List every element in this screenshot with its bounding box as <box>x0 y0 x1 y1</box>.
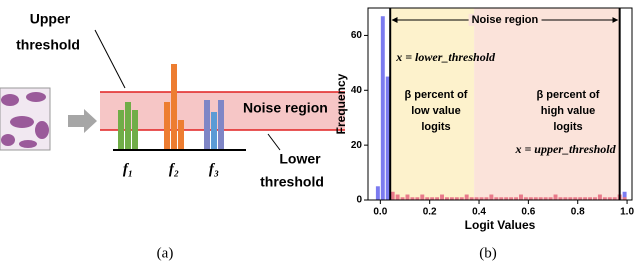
bar <box>563 197 568 200</box>
x-tick-label: 0.6 <box>521 207 535 218</box>
x-tick-label: 0.8 <box>571 207 585 218</box>
panel-a: Upper threshold Noise region Lower thres… <box>0 11 345 190</box>
bar <box>533 197 538 200</box>
y-axis-label: Frequency <box>334 73 348 134</box>
bar <box>375 186 380 200</box>
bar <box>400 197 405 200</box>
bar <box>459 197 464 200</box>
lower-label: Lower <box>279 151 321 167</box>
bar <box>425 197 430 200</box>
bar <box>489 194 494 200</box>
noise-label: Noise region <box>472 14 539 26</box>
bar <box>479 197 484 200</box>
bar <box>622 191 627 200</box>
bars <box>118 64 224 150</box>
y-tick-label: 0 <box>356 195 362 206</box>
high-annotation: β percent of <box>537 89 600 101</box>
feature-label: f₁ <box>123 161 133 177</box>
bar <box>509 197 514 200</box>
bar <box>420 194 425 200</box>
x-tick-label: 0.2 <box>423 207 437 218</box>
bar <box>523 197 528 200</box>
y-tick-label: 40 <box>351 85 363 96</box>
bar <box>573 197 578 200</box>
tissue-blobs <box>1 92 49 148</box>
x-tick-label: 1.0 <box>620 207 634 218</box>
lower-arrow <box>267 133 281 151</box>
bar <box>474 197 479 200</box>
upper-label: threshold <box>16 37 80 53</box>
bar <box>385 76 390 200</box>
high-annotation: high value <box>541 105 595 117</box>
bar <box>499 197 504 200</box>
bar <box>607 197 612 200</box>
bar <box>469 197 474 200</box>
y-tick-label: 60 <box>351 30 363 41</box>
caption: (b) <box>479 245 497 261</box>
bar <box>395 194 400 200</box>
bar <box>415 197 420 200</box>
lower-label: threshold <box>260 174 324 190</box>
x-tick-label: 0.0 <box>373 207 387 218</box>
lower-annotation: x = lower_threshold <box>395 50 496 64</box>
bar <box>405 194 410 200</box>
bar <box>430 197 435 200</box>
low-annotation: low value <box>411 105 461 117</box>
bar <box>553 194 558 200</box>
region <box>474 8 620 200</box>
bar <box>622 197 627 200</box>
arrow <box>68 109 97 133</box>
bar <box>583 197 588 200</box>
bar <box>538 197 543 200</box>
bar <box>444 197 449 200</box>
bar <box>548 197 553 200</box>
y-tick-label: 20 <box>351 140 363 151</box>
x-axis-label: Logit Values <box>465 218 536 232</box>
feature-label: f₃ <box>209 161 219 177</box>
bar <box>504 197 509 200</box>
bar <box>440 194 444 200</box>
bar <box>410 197 415 200</box>
bar <box>578 197 583 200</box>
low-annotation: logits <box>421 121 450 133</box>
panel-b: 0.0 0.2 0.4 0.6 0.8 1.0 0 20 40 60 Logit Values Fre… <box>334 7 634 232</box>
bar <box>597 194 602 200</box>
bar <box>558 197 563 200</box>
plot-frame <box>367 7 633 201</box>
feature-label: f₂ <box>169 161 179 177</box>
bar <box>528 197 533 200</box>
bar <box>484 197 489 200</box>
caption: (a) <box>157 245 174 261</box>
bar <box>380 16 385 200</box>
upper-annotation: x = upper_threshold <box>514 142 616 156</box>
bar <box>514 197 519 200</box>
bar <box>543 197 548 200</box>
bar <box>449 197 454 200</box>
noise-label: Noise region <box>243 100 328 116</box>
bar <box>390 191 395 200</box>
low-annotation: β percent of <box>405 89 468 101</box>
bar <box>588 197 593 200</box>
upper-arrow <box>94 29 126 89</box>
high-annotation: logits <box>553 121 582 133</box>
bar <box>568 197 573 200</box>
region <box>390 8 475 200</box>
bar <box>612 197 617 200</box>
bar <box>519 194 523 200</box>
noise-label-bg <box>468 13 542 26</box>
upper-label: Upper <box>30 11 71 27</box>
bar <box>602 197 607 200</box>
bar <box>464 194 469 200</box>
x-tick-label: 0.4 <box>472 207 486 218</box>
bar <box>435 197 440 200</box>
bar <box>593 197 597 200</box>
bar <box>494 197 499 200</box>
bar <box>454 197 459 200</box>
